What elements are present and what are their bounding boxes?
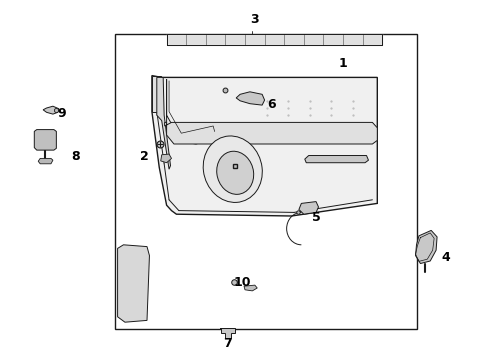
Polygon shape	[165, 122, 377, 144]
Polygon shape	[152, 76, 161, 112]
Text: 4: 4	[441, 251, 450, 264]
Ellipse shape	[203, 136, 262, 202]
Polygon shape	[34, 130, 56, 150]
Polygon shape	[38, 158, 53, 164]
Polygon shape	[167, 34, 382, 45]
Text: 9: 9	[57, 107, 66, 120]
Polygon shape	[43, 106, 59, 114]
Bar	[115, 34, 416, 329]
Text: 8: 8	[72, 150, 80, 163]
Polygon shape	[152, 76, 377, 216]
Polygon shape	[299, 202, 318, 214]
Ellipse shape	[217, 151, 254, 194]
Polygon shape	[220, 328, 235, 338]
Polygon shape	[118, 245, 149, 322]
Polygon shape	[244, 285, 257, 291]
Polygon shape	[161, 154, 171, 163]
Text: 2: 2	[140, 150, 149, 163]
Text: 7: 7	[223, 337, 232, 350]
Polygon shape	[167, 79, 218, 144]
Polygon shape	[305, 156, 368, 163]
Text: 10: 10	[234, 276, 251, 289]
Text: 6: 6	[268, 98, 276, 111]
Polygon shape	[157, 77, 171, 169]
Polygon shape	[236, 92, 265, 105]
Text: 3: 3	[250, 13, 259, 26]
Text: 1: 1	[339, 57, 347, 69]
Text: 5: 5	[312, 211, 320, 224]
Polygon shape	[416, 230, 437, 264]
